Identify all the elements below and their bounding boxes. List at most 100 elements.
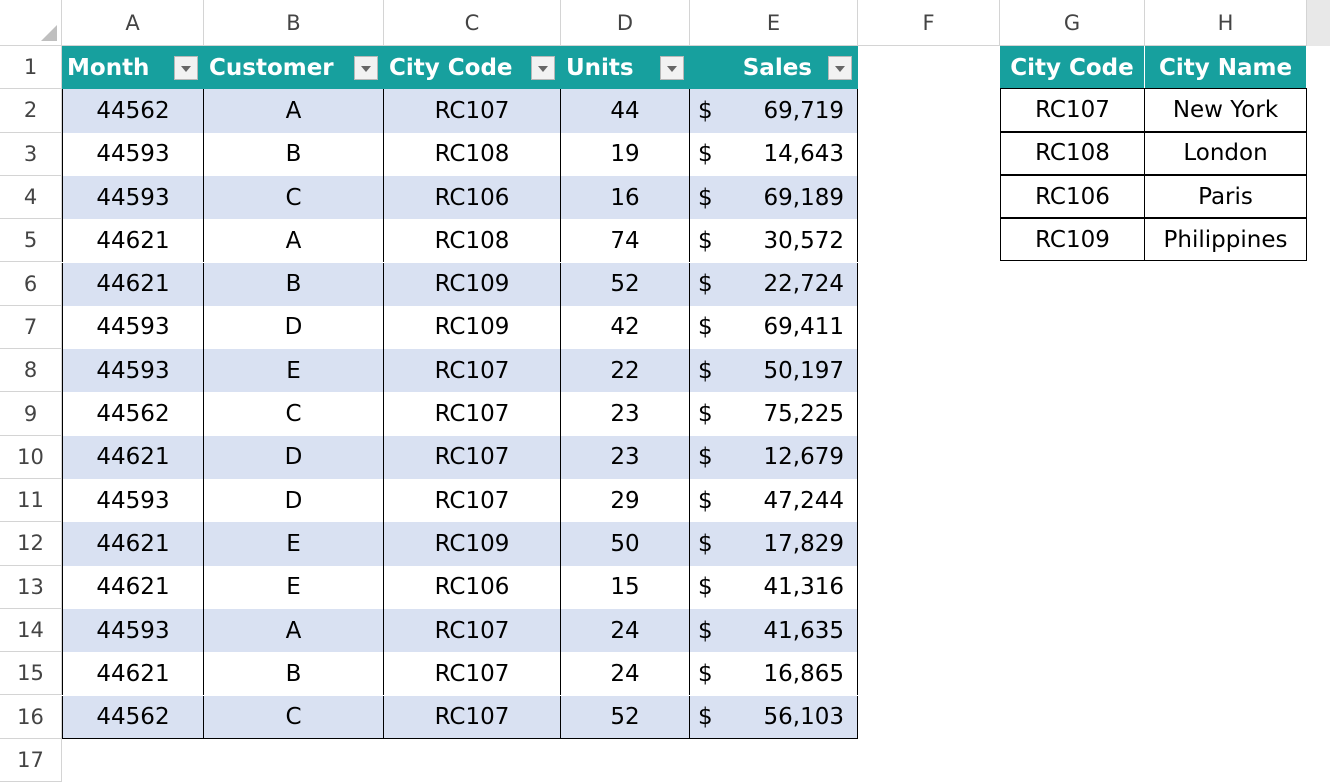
column-header[interactable]: E	[690, 0, 858, 46]
sales-cell[interactable]	[690, 479, 858, 523]
table-cell[interactable]: C	[204, 695, 384, 739]
row-header[interactable]: 9	[0, 392, 62, 436]
sales-cell[interactable]	[690, 392, 858, 436]
sales-cell[interactable]	[690, 695, 858, 739]
filter-button[interactable]	[174, 55, 198, 80]
table-cell[interactable]: B	[204, 132, 384, 176]
table-cell[interactable]: 22	[561, 349, 690, 393]
row-header[interactable]: 12	[0, 522, 62, 566]
table-cell[interactable]: A	[204, 219, 384, 263]
row-header[interactable]: 3	[0, 132, 62, 176]
table-cell[interactable]: RC107	[384, 652, 561, 696]
lookup-cell[interactable]: RC108	[1000, 131, 1145, 175]
table-cell[interactable]: RC107	[384, 89, 561, 133]
table-cell[interactable]: 44593	[62, 479, 204, 523]
table-cell[interactable]: D	[204, 305, 384, 350]
table-cell[interactable]: RC107	[384, 392, 561, 436]
sales-cell[interactable]	[690, 522, 858, 566]
table-cell[interactable]: RC106	[384, 175, 561, 220]
table-cell[interactable]: 44593	[62, 349, 204, 393]
filter-button[interactable]	[828, 55, 852, 80]
table-cell[interactable]: 52	[561, 695, 690, 739]
table-cell[interactable]: 44593	[62, 175, 204, 220]
table-cell[interactable]: 44621	[62, 565, 204, 609]
row-header[interactable]: 15	[0, 652, 62, 696]
row-header[interactable]: 6	[0, 262, 62, 306]
table-cell[interactable]: RC107	[384, 695, 561, 739]
table-cell[interactable]: 74	[561, 219, 690, 263]
lookup-cell[interactable]: Philippines	[1144, 218, 1307, 262]
sales-cell[interactable]	[690, 262, 858, 306]
row-header[interactable]: 5	[0, 219, 62, 263]
column-header[interactable]: F	[858, 0, 1000, 46]
table-cell[interactable]: 44621	[62, 652, 204, 696]
table-cell[interactable]: 23	[561, 435, 690, 479]
table-cell[interactable]: RC109	[384, 305, 561, 350]
table-cell[interactable]: E	[204, 349, 384, 393]
lookup-cell[interactable]: New York	[1144, 88, 1307, 132]
table-cell[interactable]: A	[204, 89, 384, 133]
lookup-cell[interactable]: RC106	[1000, 174, 1145, 219]
row-header[interactable]: 13	[0, 565, 62, 609]
sales-cell[interactable]	[690, 219, 858, 263]
table-cell[interactable]: 24	[561, 608, 690, 653]
table-cell[interactable]: 16	[561, 175, 690, 220]
table-cell[interactable]: 19	[561, 132, 690, 176]
row-header[interactable]: 8	[0, 349, 62, 393]
table-cell[interactable]: RC109	[384, 522, 561, 566]
row-header[interactable]: 7	[0, 305, 62, 350]
table-cell[interactable]: 44621	[62, 219, 204, 263]
table-cell[interactable]: RC108	[384, 132, 561, 176]
table-cell[interactable]: 50	[561, 522, 690, 566]
column-header[interactable]: A	[62, 0, 204, 46]
table-cell[interactable]: 52	[561, 262, 690, 306]
row-header[interactable]: 4	[0, 175, 62, 220]
sales-cell[interactable]	[690, 132, 858, 176]
column-header[interactable]: G	[1000, 0, 1145, 46]
table-cell[interactable]: RC107	[384, 479, 561, 523]
table-cell[interactable]: RC107	[384, 435, 561, 479]
table-cell[interactable]: B	[204, 652, 384, 696]
lookup-cell[interactable]: RC107	[1000, 88, 1145, 132]
lookup-cell[interactable]: RC109	[1000, 218, 1145, 262]
column-header[interactable]: C	[384, 0, 561, 46]
table-cell[interactable]: 44	[561, 89, 690, 133]
column-header[interactable]: H	[1145, 0, 1307, 46]
table-cell[interactable]: D	[204, 479, 384, 523]
column-header[interactable]: B	[204, 0, 384, 46]
table-cell[interactable]: 42	[561, 305, 690, 350]
lookup-cell[interactable]: Paris	[1144, 174, 1307, 219]
table-cell[interactable]: RC106	[384, 565, 561, 609]
sales-cell[interactable]	[690, 608, 858, 653]
table-cell[interactable]: RC107	[384, 608, 561, 653]
sales-cell[interactable]	[690, 565, 858, 609]
sales-cell[interactable]	[690, 652, 858, 696]
row-header[interactable]: 14	[0, 608, 62, 653]
table-cell[interactable]: B	[204, 262, 384, 306]
table-cell[interactable]: 44621	[62, 522, 204, 566]
filter-button[interactable]	[354, 55, 378, 80]
row-header[interactable]: 2	[0, 89, 62, 133]
table-cell[interactable]: RC107	[384, 349, 561, 393]
table-cell[interactable]: RC108	[384, 219, 561, 263]
table-cell[interactable]: C	[204, 175, 384, 220]
row-header[interactable]: 16	[0, 695, 62, 739]
table-cell[interactable]: 44593	[62, 305, 204, 350]
sales-cell[interactable]	[690, 435, 858, 479]
table-cell[interactable]: 29	[561, 479, 690, 523]
row-header[interactable]: 17	[0, 738, 62, 782]
table-cell[interactable]: 44621	[62, 435, 204, 479]
table-cell[interactable]: 44621	[62, 262, 204, 306]
table-cell[interactable]: E	[204, 522, 384, 566]
table-cell[interactable]: E	[204, 565, 384, 609]
column-header[interactable]: D	[561, 0, 690, 46]
table-cell[interactable]: A	[204, 608, 384, 653]
row-header[interactable]: 11	[0, 479, 62, 523]
table-cell[interactable]: 44593	[62, 132, 204, 176]
sales-cell[interactable]	[690, 305, 858, 350]
table-cell[interactable]: D	[204, 435, 384, 479]
row-header[interactable]: 1	[0, 46, 62, 90]
row-header[interactable]: 10	[0, 435, 62, 479]
table-cell[interactable]: RC109	[384, 262, 561, 306]
filter-button[interactable]	[660, 55, 684, 80]
